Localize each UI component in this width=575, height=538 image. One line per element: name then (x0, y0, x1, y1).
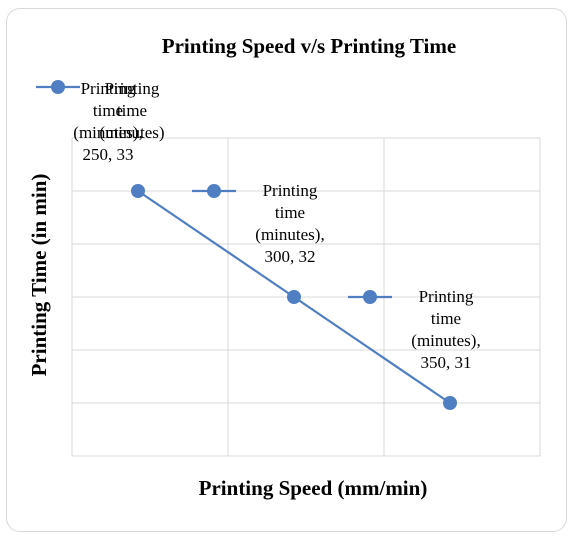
data-point (287, 290, 301, 304)
data-label: Printing (263, 181, 318, 200)
chart-frame (6, 8, 567, 532)
legend-label: time (117, 101, 147, 120)
data-label: time (431, 309, 461, 328)
legend: Printing time (minutes) (36, 79, 165, 142)
chart-title: Printing Speed v/s Printing Time (162, 34, 456, 58)
data-label: time (275, 203, 305, 222)
data-label: time (93, 101, 123, 120)
data-label: (minutes), (255, 225, 324, 244)
data-label-key-marker (207, 184, 221, 198)
data-labels: Printing time (minutes), 250, 33 Printing tim… (73, 79, 480, 372)
data-label: Printing (419, 287, 474, 306)
data-point (131, 184, 145, 198)
data-label: 350, 31 (421, 353, 472, 372)
data-label: 250, 33 (83, 145, 134, 164)
data-label: (minutes), (411, 331, 480, 350)
y-axis-title: Printing Time (in min) (27, 174, 51, 377)
data-point (443, 396, 457, 410)
x-axis-title: Printing Speed (mm/min) (199, 476, 428, 500)
legend-label: Printing (105, 79, 160, 98)
data-label-key-marker (363, 290, 377, 304)
legend-marker (51, 80, 65, 94)
data-label: (minutes), (73, 123, 142, 142)
series-line-group (131, 184, 457, 410)
legend-label: (minutes) (99, 123, 164, 142)
data-label: 300, 32 (265, 247, 316, 266)
data-label: Printing (81, 79, 136, 98)
